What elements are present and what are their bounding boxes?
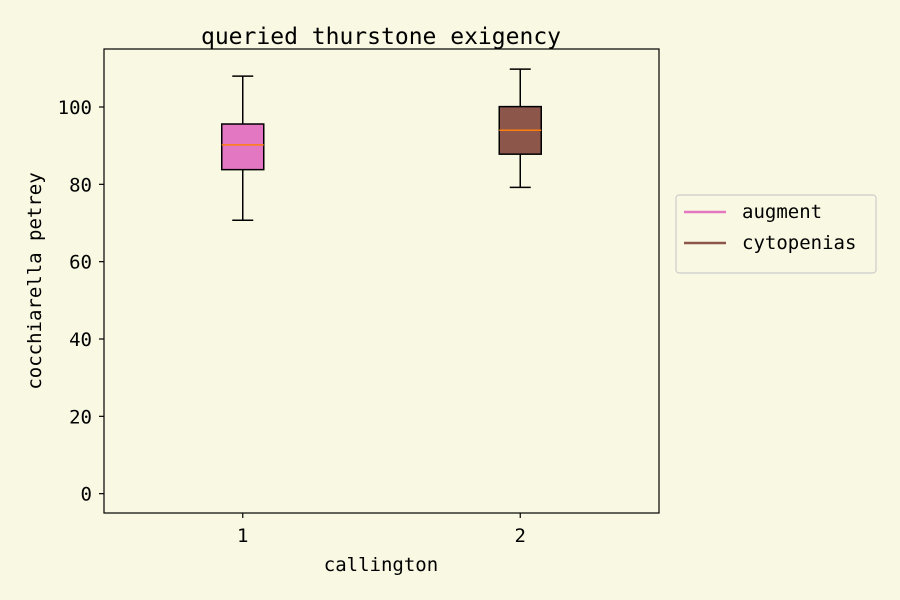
legend-item: cytopenias	[684, 232, 856, 254]
y-tick-label: 0	[81, 484, 92, 506]
x-tick-label: 1	[237, 525, 248, 547]
legend-frame	[675, 194, 877, 274]
box-cytopenias	[498, 68, 542, 189]
y-tick-label: 100	[58, 97, 92, 119]
chart-title: queried thurstone exigency	[201, 24, 561, 50]
y-tick-label: 60	[69, 252, 92, 274]
y-tick-label: 40	[69, 329, 92, 351]
x-tick-label: 2	[515, 525, 526, 547]
box-body	[221, 123, 265, 171]
legend-label: augment	[742, 201, 822, 223]
legend-item: augment	[684, 201, 822, 223]
y-tick-label: 20	[69, 406, 92, 428]
box-augment	[221, 75, 265, 222]
axes-frame	[103, 48, 660, 514]
y-axis-label: cocchiarella petrey	[24, 172, 46, 389]
plot-area: 0 20 40 60 80 100 1 2	[58, 48, 660, 547]
x-axis-label: callington	[324, 554, 438, 576]
y-tick-label: 80	[69, 174, 92, 196]
legend: augment cytopenias	[675, 194, 877, 274]
legend-label: cytopenias	[742, 232, 856, 254]
